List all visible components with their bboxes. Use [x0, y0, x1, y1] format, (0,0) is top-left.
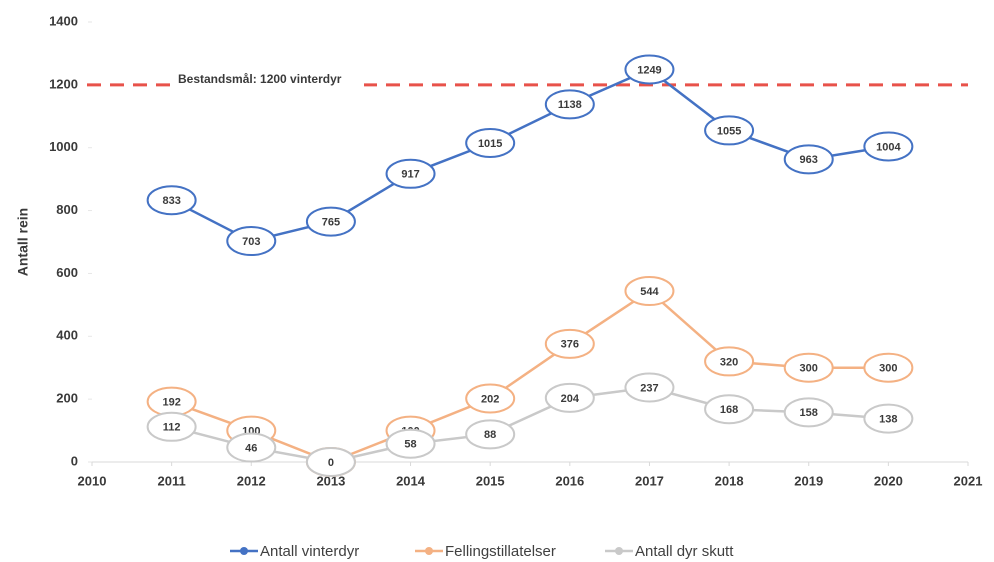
data-label-bubble: [465, 419, 516, 450]
legend-label: Antall vinterdyr: [260, 543, 359, 560]
data-label-bubble: [863, 131, 914, 162]
data-label: 138: [879, 414, 897, 426]
data-label: 1249: [637, 64, 661, 76]
reference-label-bg: [172, 72, 364, 87]
data-label: 58: [404, 439, 416, 451]
y-tick-label: 0: [71, 453, 78, 468]
data-label: 88: [484, 429, 496, 441]
x-tick-label: 2018: [715, 473, 744, 488]
data-label-bubble: [863, 403, 914, 434]
data-label: 300: [879, 363, 897, 375]
data-label: 1055: [717, 125, 741, 137]
data-label: 300: [800, 363, 818, 375]
data-label: 1138: [558, 99, 582, 111]
data-label-bubble: [544, 382, 595, 413]
y-tick-label: 600: [56, 265, 78, 280]
data-label: 237: [640, 382, 658, 394]
y-axis-label: Antall rein: [15, 208, 31, 276]
data-label-bubble: [465, 383, 516, 414]
x-tick-label: 2012: [237, 473, 266, 488]
data-label: 833: [162, 195, 180, 207]
data-label-bubble: [783, 397, 834, 428]
legend-marker: [615, 547, 623, 555]
reference-label: Bestandsmål: 1200 vinterdyr: [178, 72, 342, 86]
data-label-bubble: [544, 328, 595, 359]
data-label: 46: [245, 442, 257, 454]
data-label: 1004: [876, 141, 901, 153]
x-tick-label: 2020: [874, 473, 903, 488]
data-label-bubble: [704, 346, 755, 377]
x-tick-label: 2016: [555, 473, 584, 488]
data-label-bubble: [146, 411, 197, 442]
data-label-bubble: [704, 115, 755, 146]
data-label: 204: [561, 393, 580, 405]
legend-marker: [425, 547, 433, 555]
data-label: 917: [401, 169, 419, 181]
data-label: 376: [561, 339, 579, 351]
data-label-bubble: [305, 206, 356, 237]
x-tick-label: 2013: [316, 473, 345, 488]
data-label-bubble: [863, 352, 914, 383]
series-line: [171, 386, 889, 464]
data-label: 202: [481, 393, 499, 405]
data-label-bubble: [624, 372, 675, 403]
legend-label: Fellingstillatelser: [445, 543, 556, 560]
data-label: 158: [800, 407, 818, 419]
data-label-bubble: [385, 428, 436, 459]
legend-marker: [240, 547, 248, 555]
data-label: 192: [162, 397, 180, 409]
y-tick-label: 1200: [49, 76, 78, 91]
data-label-bubble: [305, 447, 356, 477]
data-label: 112: [163, 422, 181, 434]
y-tick-label: 200: [56, 391, 78, 406]
data-label: 703: [242, 236, 260, 248]
y-tick-label: 800: [56, 202, 78, 217]
data-label: 765: [322, 216, 340, 228]
x-tick-label: 2010: [78, 473, 107, 488]
legend-label: Antall dyr skutt: [635, 543, 734, 560]
data-label: 544: [640, 286, 659, 298]
data-label: 320: [720, 356, 738, 368]
data-label-bubble: [226, 432, 277, 463]
data-label-bubble: [624, 54, 675, 85]
x-tick-label: 2014: [396, 473, 426, 488]
data-label-bubble: [226, 226, 277, 257]
series-line: [171, 68, 889, 243]
x-tick-label: 2015: [476, 473, 505, 488]
x-tick-label: 2017: [635, 473, 664, 488]
x-tick-label: 2019: [794, 473, 823, 488]
data-label-bubble: [146, 185, 197, 216]
data-label: 963: [800, 154, 818, 166]
series-line: [171, 289, 889, 464]
data-label: 0: [328, 457, 334, 469]
data-label-bubble: [385, 158, 436, 189]
y-tick-label: 1400: [49, 13, 78, 28]
data-label-bubble: [783, 352, 834, 383]
y-tick-label: 400: [56, 328, 78, 343]
x-tick-label: 2011: [158, 473, 186, 488]
data-label-bubble: [704, 394, 755, 425]
data-label-bubble: [544, 89, 595, 120]
data-label-bubble: [783, 144, 834, 175]
y-tick-label: 1000: [49, 139, 78, 154]
data-label-bubble: [624, 276, 675, 307]
data-label: 168: [720, 404, 738, 416]
data-label: 1015: [478, 138, 502, 150]
data-label-bubble: [465, 128, 516, 158]
x-tick-label: 2021: [954, 473, 983, 488]
